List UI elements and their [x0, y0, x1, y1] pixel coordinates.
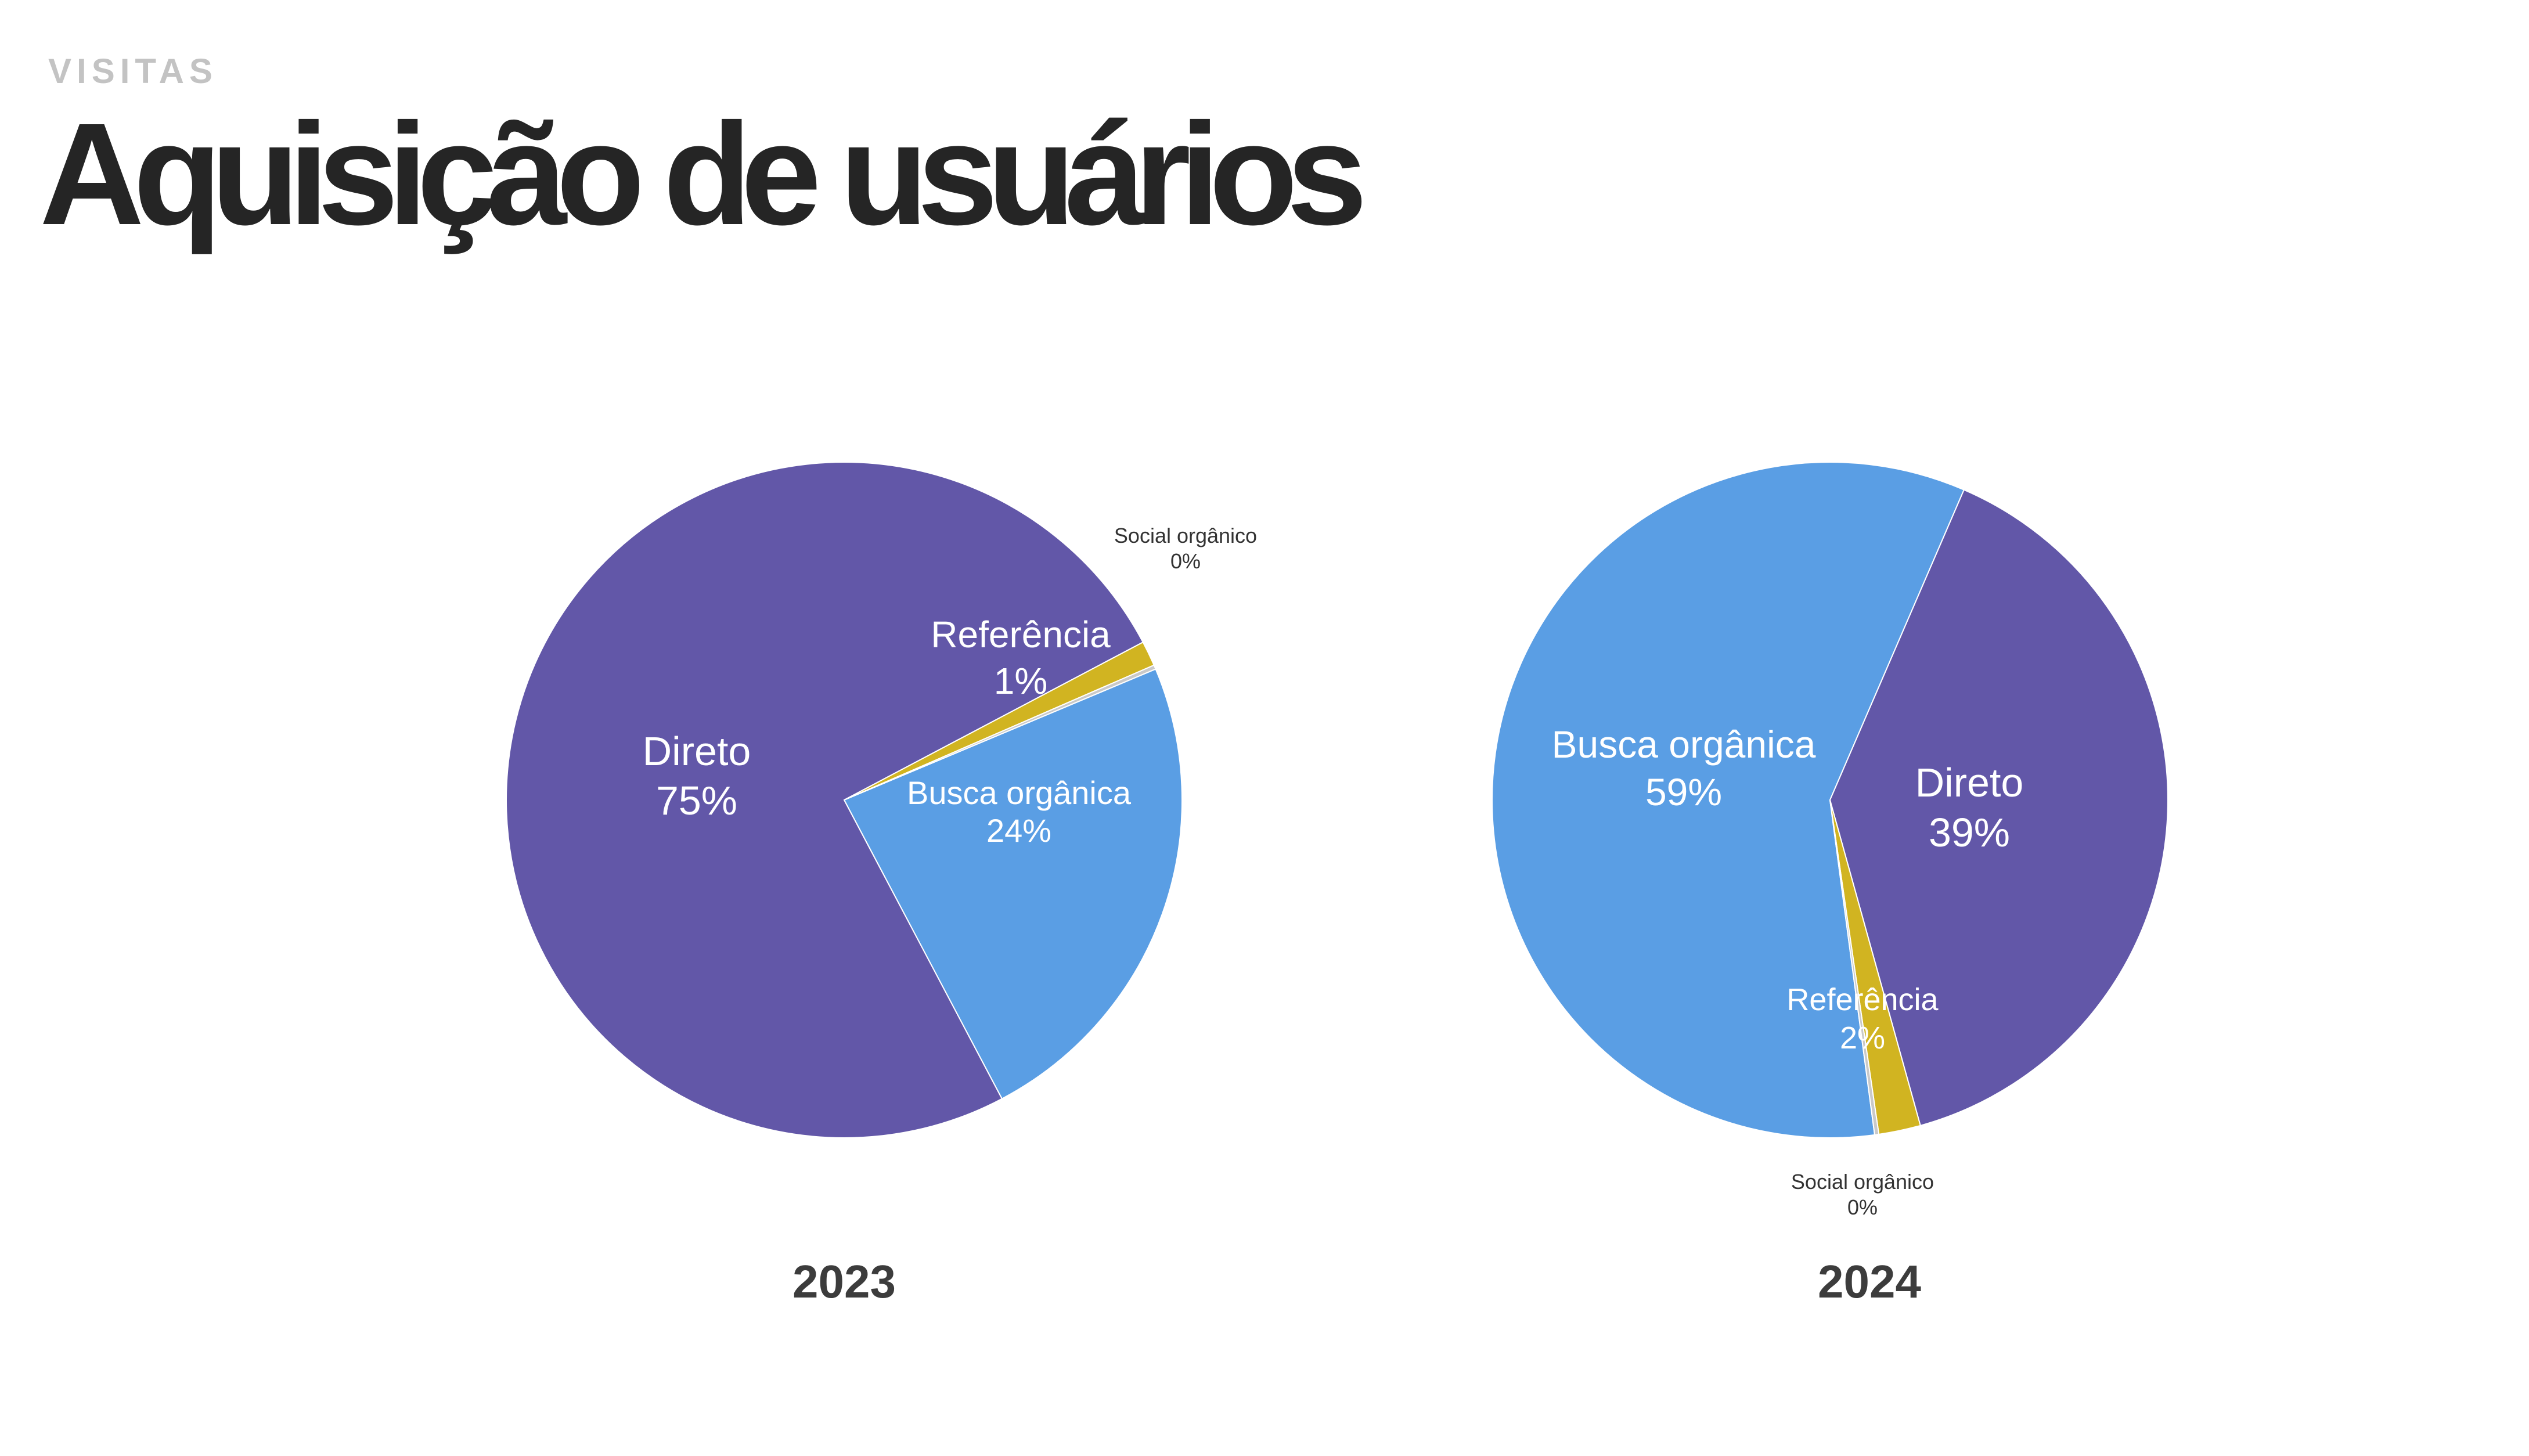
slice-label-busca-organica-2024: Busca orgânica	[1552, 723, 1816, 766]
slice-percent-referencia-2024: 2%	[1840, 1021, 1885, 1055]
pie-slice-social-organico-2023	[844, 664, 1157, 801]
chart-year-label-2024: 2024	[1818, 1256, 1921, 1307]
pie-slice-busca-organica-2023	[843, 668, 1183, 1100]
slice-label-social-organico-2024: Social orgânico	[1791, 1170, 1934, 1194]
pie-slice-busca-organica-2024	[1492, 462, 1965, 1138]
slice-percent-social-organico-2024: 0%	[1847, 1195, 1878, 1219]
slice-percent-busca-organica-2024: 59%	[1645, 770, 1722, 813]
slice-percent-direto-2023: 75%	[656, 778, 737, 823]
pie-slice-direto-2023	[506, 462, 1144, 1138]
slice-percent-referencia-2023: 1%	[994, 660, 1048, 702]
slice-label-referencia-2024: Referência	[1786, 982, 1939, 1017]
chart-year-label-2023: 2023	[792, 1256, 896, 1307]
slice-label-busca-organica-2023: Busca orgânica	[907, 774, 1132, 811]
section-eyebrow: VISITAS	[48, 52, 218, 91]
slice-label-direto-2023: Direto	[643, 729, 751, 774]
slice-label-referencia-2023: Referência	[931, 614, 1111, 655]
slice-percent-social-organico-2023: 0%	[1170, 549, 1201, 573]
slice-label-direto-2024: Direto	[1915, 760, 2024, 805]
slice-percent-direto-2024: 39%	[1929, 810, 2010, 855]
page-title: Aquisição de usuários	[39, 93, 1367, 255]
slice-label-social-organico-2023: Social orgânico	[1114, 524, 1257, 547]
slice-percent-busca-organica-2023: 24%	[986, 812, 1051, 849]
pie-slice-social-organico-2024	[1829, 799, 1880, 1136]
pie-slice-direto-2024	[1829, 489, 2168, 1127]
